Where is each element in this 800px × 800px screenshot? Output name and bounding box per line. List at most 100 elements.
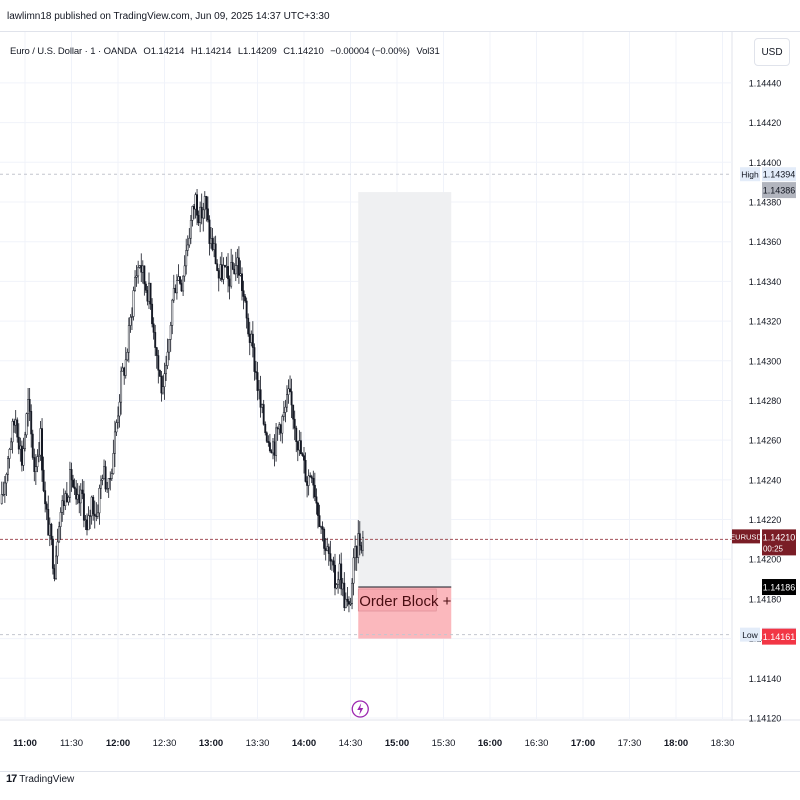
candle-body bbox=[228, 278, 231, 287]
hl-tag-bg bbox=[740, 627, 760, 642]
candle-body bbox=[155, 347, 158, 356]
candle-body bbox=[124, 359, 127, 376]
candle-body bbox=[177, 276, 180, 281]
candle-body bbox=[315, 496, 318, 504]
candle-body bbox=[87, 515, 90, 531]
candle-body bbox=[211, 238, 214, 250]
x-tick-label: 15:00 bbox=[385, 738, 409, 749]
candle-body bbox=[162, 386, 164, 394]
hl-tag-bg bbox=[740, 167, 760, 182]
x-tick-label: 11:30 bbox=[60, 738, 83, 749]
candle-body bbox=[34, 466, 37, 472]
candle-body bbox=[279, 424, 282, 434]
candle-body bbox=[61, 500, 64, 513]
order-block-label-bg bbox=[357, 588, 437, 612]
candle-body bbox=[241, 273, 243, 291]
legend-low: L1.14209 bbox=[237, 46, 277, 57]
candle-body bbox=[115, 422, 118, 433]
candle-body bbox=[361, 537, 364, 551]
y-tick-label: 1.14260 bbox=[749, 436, 782, 446]
candle-body bbox=[357, 533, 360, 558]
x-tick-label: 14:30 bbox=[339, 738, 363, 749]
candle-body bbox=[334, 564, 336, 589]
x-tick-label: 11:00 bbox=[13, 738, 37, 749]
candle-body bbox=[169, 325, 172, 340]
candle-body bbox=[72, 479, 74, 488]
candle-body bbox=[131, 316, 133, 318]
horizontal-lines bbox=[0, 173, 732, 636]
candle-body bbox=[244, 296, 247, 302]
candle-body bbox=[42, 469, 45, 491]
currency-button[interactable]: USD bbox=[754, 38, 790, 66]
lightning-icon[interactable] bbox=[351, 700, 369, 718]
price-marker-value: 1.14386 bbox=[763, 186, 796, 196]
candle-body bbox=[101, 478, 104, 481]
x-tick-label: 14:00 bbox=[292, 738, 316, 749]
candle-body bbox=[289, 388, 292, 392]
candle-body bbox=[55, 555, 57, 579]
zones: Order Block + bbox=[357, 192, 452, 639]
candle-body bbox=[10, 441, 13, 450]
hl-tag-high: High bbox=[741, 170, 759, 180]
x-tick-label: 13:30 bbox=[246, 738, 270, 749]
candle-body bbox=[202, 209, 205, 219]
candle-body bbox=[100, 479, 102, 489]
candle-body bbox=[321, 526, 324, 530]
candle-body bbox=[28, 399, 31, 412]
legend-open: O1.14214 bbox=[143, 46, 185, 57]
candle-body bbox=[194, 194, 197, 210]
candle-body bbox=[59, 512, 62, 527]
candle-body bbox=[152, 323, 155, 333]
candle-body bbox=[287, 388, 290, 395]
candle-body bbox=[48, 523, 51, 536]
candle-body bbox=[22, 448, 25, 466]
candle-body bbox=[275, 427, 278, 456]
candle-body bbox=[38, 454, 40, 457]
candle-body bbox=[200, 206, 203, 219]
candle-body bbox=[17, 436, 20, 450]
candle-body bbox=[160, 376, 163, 394]
tradingview-logo-icon: 17 bbox=[6, 773, 17, 785]
candle-body bbox=[90, 496, 93, 517]
candle-body bbox=[143, 265, 146, 285]
candle-body bbox=[255, 371, 257, 373]
candle-body bbox=[341, 582, 344, 590]
candle-body bbox=[317, 502, 319, 516]
candle-body bbox=[349, 603, 352, 605]
y-tick-label: 1.14180 bbox=[749, 594, 782, 604]
candle-body bbox=[208, 219, 211, 244]
legend-high: H1.14214 bbox=[190, 46, 232, 57]
candle-body bbox=[258, 389, 261, 391]
x-tick-label: 18:00 bbox=[664, 738, 688, 749]
candle-body bbox=[352, 557, 355, 584]
candle-body bbox=[141, 265, 144, 273]
candle-body bbox=[284, 406, 287, 413]
candle-body bbox=[236, 257, 239, 266]
candle-body bbox=[13, 421, 16, 426]
candle-body bbox=[335, 584, 338, 589]
candle-body bbox=[327, 546, 330, 554]
candle-body bbox=[11, 421, 14, 443]
candle-body bbox=[127, 325, 130, 353]
legend-volume: Vol31 bbox=[416, 46, 440, 57]
time-axis[interactable]: 11:00 11:30 12:00 12:30 13:00 13:30 14:00 14:30… bbox=[13, 738, 734, 749]
x-tick-label: 13:00 bbox=[199, 738, 223, 749]
candle-body bbox=[98, 487, 101, 514]
candle-body bbox=[45, 503, 48, 510]
candle-body bbox=[309, 475, 312, 477]
candle-body bbox=[186, 244, 189, 251]
order-block-label[interactable]: Order Block + bbox=[359, 593, 451, 610]
y-tick-label: 1.14340 bbox=[749, 277, 782, 287]
candle-body bbox=[20, 445, 23, 466]
tradingview-logo[interactable]: 17 TradingView bbox=[6, 773, 74, 785]
y-tick-label: 1.14300 bbox=[749, 356, 782, 366]
candle-body bbox=[41, 428, 43, 471]
candle-body bbox=[307, 475, 310, 486]
candle-body bbox=[253, 347, 256, 372]
y-tick-label: 1.14220 bbox=[749, 515, 782, 525]
candle-body bbox=[239, 273, 242, 276]
candle-body bbox=[180, 283, 183, 292]
legend-symbol[interactable]: Euro / U.S. Dollar · 1 · OANDA bbox=[10, 46, 137, 57]
candle-body bbox=[286, 394, 288, 408]
